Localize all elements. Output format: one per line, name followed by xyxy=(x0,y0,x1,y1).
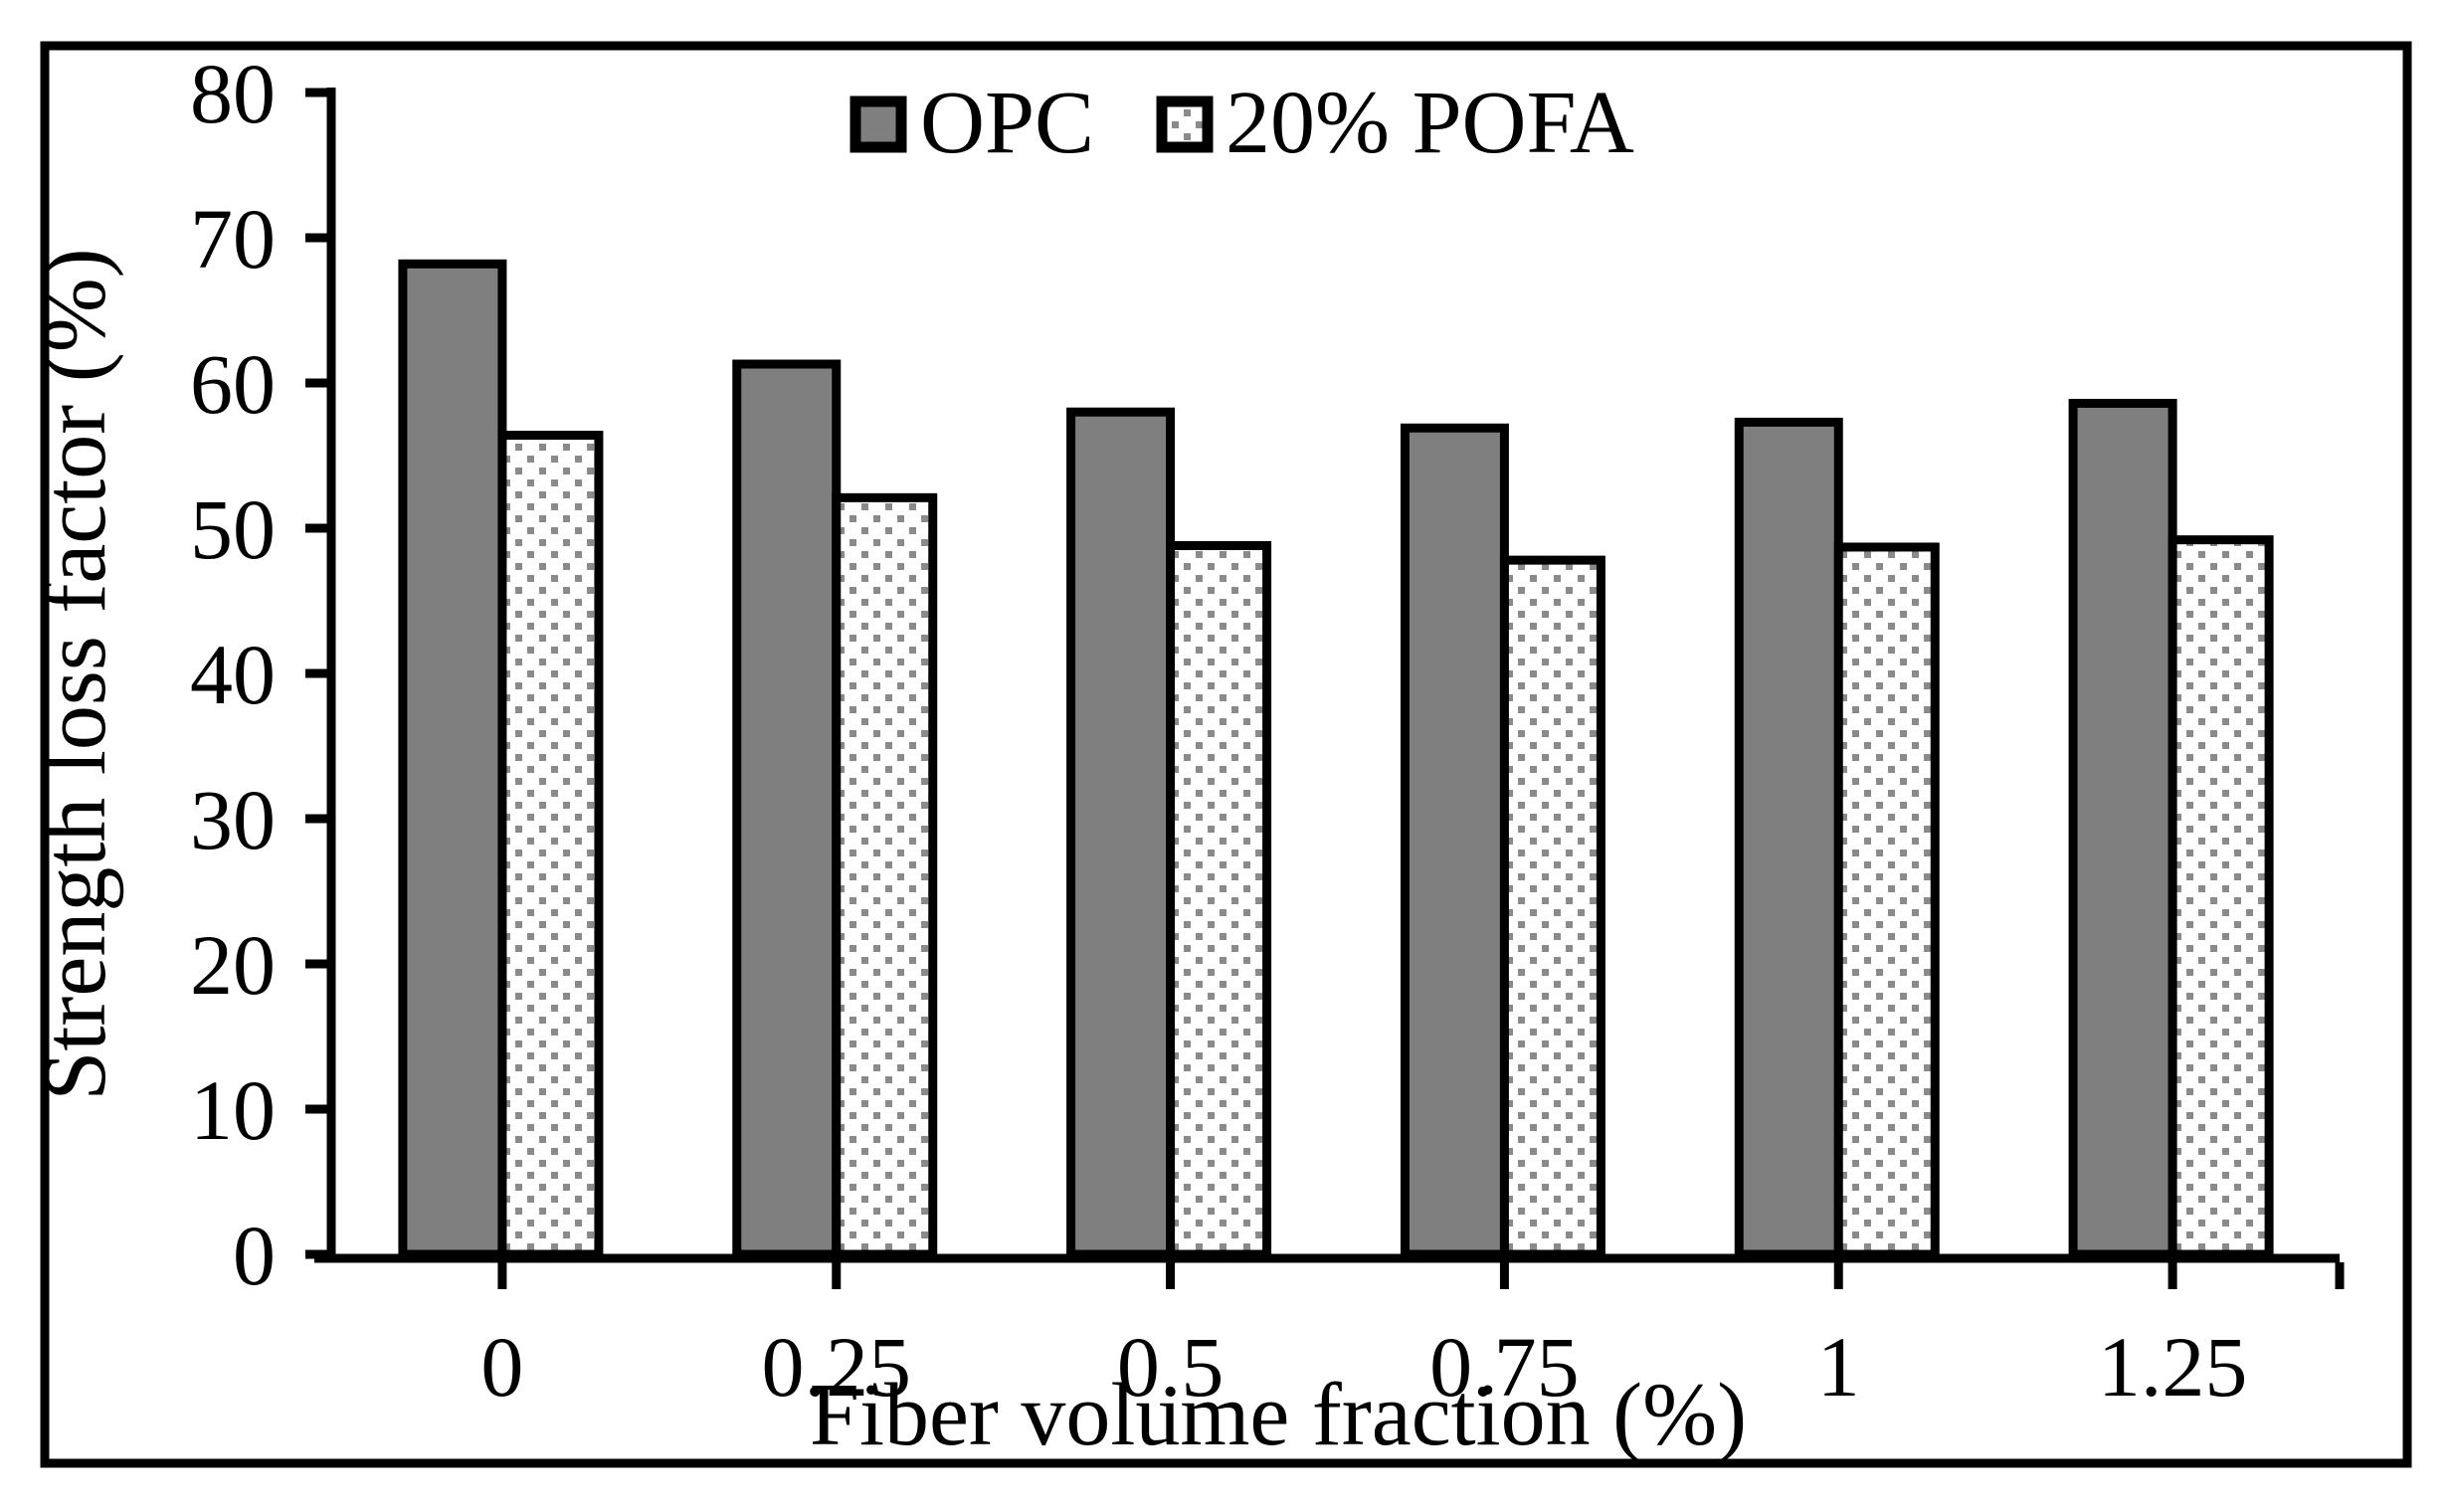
bar-opc-2 xyxy=(1066,407,1176,1259)
legend-label-pofa: 20% POFA xyxy=(1226,74,1634,172)
y-tick-label-20: 20 xyxy=(190,917,276,1013)
y-tick-label-70: 70 xyxy=(190,191,276,286)
x-axis-title: Fiber volume fraction (%) xyxy=(810,1366,1747,1464)
y-tick-label-10: 10 xyxy=(190,1062,276,1158)
bar-pofa-2 xyxy=(1166,541,1272,1259)
bar-pofa-5 xyxy=(2168,535,2274,1259)
legend-swatch-opc xyxy=(849,95,907,153)
bar-opc-3 xyxy=(1400,423,1509,1259)
y-tick-label-40: 40 xyxy=(190,627,276,722)
y-tick-label-0: 0 xyxy=(233,1208,276,1303)
legend-label-opc: OPC xyxy=(920,74,1094,172)
bar-pofa-1 xyxy=(832,492,938,1259)
y-tick-label-50: 50 xyxy=(190,481,276,577)
bar-opc-5 xyxy=(2068,398,2177,1259)
y-tick-label-60: 60 xyxy=(190,336,276,432)
x-tick-label-5: 1.25 xyxy=(2098,1319,2248,1415)
bars-layer xyxy=(398,259,2274,1259)
x-tick-label-2: 0.5 xyxy=(1117,1319,1225,1415)
bar-pofa-3 xyxy=(1499,555,1605,1259)
legend: OPC 20% POFA xyxy=(849,74,1634,172)
y-axis-title: Strength loss factor (%) xyxy=(26,248,124,1100)
bar-opc-0 xyxy=(398,259,507,1259)
x-tick-label-0: 0 xyxy=(480,1319,523,1415)
x-tick-label-4: 1 xyxy=(1817,1319,1860,1415)
bar-opc-1 xyxy=(732,359,842,1259)
bar-opc-4 xyxy=(1734,417,1843,1259)
x-tick-label-3: 0.75 xyxy=(1429,1319,1580,1415)
ticks-layer: 0 10 20 30 40 50 60 70 80 0 0.25 0.5 0.75 1 1.25 xyxy=(190,46,2345,1415)
y-tick-label-30: 30 xyxy=(190,772,276,867)
y-tick-label-80: 80 xyxy=(190,46,276,141)
bar-pofa-4 xyxy=(1833,542,1940,1259)
x-tick-label-1: 0.25 xyxy=(762,1319,912,1415)
legend-swatch-pofa xyxy=(1156,95,1214,153)
bar-pofa-0 xyxy=(497,431,604,1259)
